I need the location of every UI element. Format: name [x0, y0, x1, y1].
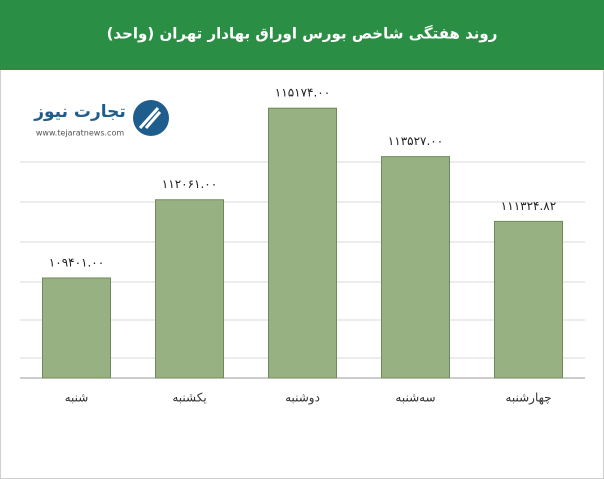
bar	[381, 156, 450, 379]
chart-title: روند هفتگی شاخص بورس اوراق بهادار تهران …	[107, 25, 498, 43]
value-label: ۱۱۱۳۲۴.۸۲	[501, 199, 556, 213]
header	[0, 0, 604, 70]
x-tick-label: سه‌شنبه	[395, 391, 435, 405]
x-tick-label: دوشنبه	[285, 391, 320, 406]
x-tick-label: چهارشنبه	[505, 391, 551, 406]
bar	[42, 277, 111, 379]
logo-url: www.tejaratnews.com	[36, 129, 124, 138]
bar	[268, 107, 337, 379]
x-tick-label: شنبه	[65, 391, 89, 405]
bar	[494, 220, 563, 379]
logo-text: تجارت نیوز	[33, 102, 126, 122]
x-tick-label: یکشنبه	[172, 391, 206, 405]
logo: تجارت نیوز www.tejaratnews.com	[33, 100, 169, 138]
value-label: ۱۱۵۱۷۴.۰۰	[275, 86, 330, 100]
bar	[155, 199, 224, 379]
value-label: ۱۱۳۵۲۷.۰۰	[388, 134, 443, 148]
logo-mark	[138, 106, 162, 130]
value-label: ۱۱۲۰۶۱.۰۰	[162, 177, 217, 191]
value-label: ۱۰۹۴۰۱.۰۰	[49, 255, 104, 269]
